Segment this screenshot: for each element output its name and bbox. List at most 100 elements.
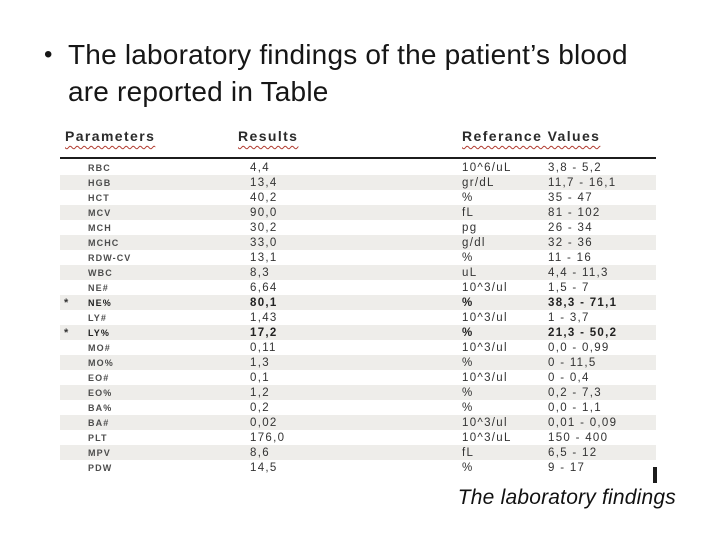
unit-value: fL: [462, 446, 475, 459]
reference-range: 32 - 36: [548, 236, 593, 249]
parameter-name: LY%: [88, 327, 110, 338]
unit-value: %: [462, 191, 474, 204]
result-value: 90,0: [250, 206, 278, 219]
slide-title: • The laboratory findings of the patient…: [44, 36, 684, 110]
parameter-name: NE#: [88, 282, 109, 293]
unit-value: %: [462, 356, 474, 369]
unit-value: 10^6/uL: [462, 161, 512, 174]
result-value: 8,6: [250, 446, 270, 459]
result-value: 33,0: [250, 236, 278, 249]
parameter-name: WBC: [88, 267, 113, 278]
reference-range: 26 - 34: [548, 221, 593, 234]
column-header-parameters: Parameters: [65, 128, 156, 144]
abnormal-flag: *: [64, 326, 69, 339]
parameter-name: PDW: [88, 462, 113, 473]
column-header-results: Results: [238, 128, 299, 144]
title-line-2: are reported in Table: [68, 76, 329, 107]
parameter-name: MPV: [88, 447, 111, 458]
reference-range: 1 - 3,7: [548, 311, 590, 324]
table-row: BA# 0,02 10^3/ul 0,01 - 0,09: [60, 415, 656, 430]
unit-value: %: [462, 386, 474, 399]
parameter-name: NE%: [88, 297, 112, 308]
table-row: PLT 176,0 10^3/uL 150 - 400: [60, 430, 656, 445]
result-value: 8,3: [250, 266, 270, 279]
result-value: 1,2: [250, 386, 270, 399]
table-row: MCV 90,0 fL 81 - 102: [60, 205, 656, 220]
result-value: 13,1: [250, 251, 278, 264]
parameter-name: HCT: [88, 192, 110, 203]
unit-value: %: [462, 461, 474, 474]
result-value: 0,1: [250, 371, 270, 384]
table-row: BA% 0,2 % 0,0 - 1,1: [60, 400, 656, 415]
result-value: 1,3: [250, 356, 270, 369]
unit-value: %: [462, 326, 474, 339]
lab-results-table: Parameters Results Referance Values RBC …: [60, 126, 656, 475]
reference-range: 0 - 0,4: [548, 371, 590, 384]
unit-value: %: [462, 296, 474, 309]
table-row: MO% 1,3 % 0 - 11,5: [60, 355, 656, 370]
reference-range: 0,0 - 0,99: [548, 341, 610, 354]
reference-range: 21,3 - 50,2: [548, 326, 618, 339]
table-row: EO% 1,2 % 0,2 - 7,3: [60, 385, 656, 400]
result-value: 30,2: [250, 221, 278, 234]
table-row: MPV 8,6 fL 6,5 - 12: [60, 445, 656, 460]
bullet-icon: •: [44, 41, 53, 68]
result-value: 6,64: [250, 281, 278, 294]
result-value: 17,2: [250, 326, 278, 339]
table-row: LY# 1,43 10^3/ul 1 - 3,7: [60, 310, 656, 325]
result-value: 0,11: [250, 341, 277, 354]
parameter-name: MCV: [88, 207, 112, 218]
reference-range: 4,4 - 11,3: [548, 266, 609, 279]
parameter-name: EO%: [88, 387, 113, 398]
table-row: RDW-CV 13,1 % 11 - 16: [60, 250, 656, 265]
parameter-name: MCHC: [88, 237, 120, 248]
reference-range: 1,5 - 7: [548, 281, 590, 294]
table-row: * LY% 17,2 % 21,3 - 50,2: [60, 325, 656, 340]
parameter-name: MCH: [88, 222, 112, 233]
slide-title-text: The laboratory findings of the patient’s…: [68, 36, 628, 110]
reference-range: 0,01 - 0,09: [548, 416, 618, 429]
result-value: 0,2: [250, 401, 270, 414]
parameter-name: RDW-CV: [88, 252, 132, 263]
reference-range: 38,3 - 71,1: [548, 296, 618, 309]
unit-value: g/dl: [462, 236, 486, 249]
unit-value: pg: [462, 221, 478, 234]
unit-value: 10^3/ul: [462, 341, 508, 354]
result-value: 40,2: [250, 191, 278, 204]
result-value: 4,4: [250, 161, 270, 174]
result-value: 80,1: [250, 296, 278, 309]
table-row: MCHC 33,0 g/dl 32 - 36: [60, 235, 656, 250]
unit-value: uL: [462, 266, 478, 279]
table-row: * NE% 80,1 % 38,3 - 71,1: [60, 295, 656, 310]
unit-value: 10^3/ul: [462, 416, 508, 429]
unit-value: 10^3/uL: [462, 431, 512, 444]
reference-range: 0 - 11,5: [548, 356, 597, 369]
parameter-name: HGB: [88, 177, 112, 188]
abnormal-flag: *: [64, 296, 69, 309]
reference-range: 35 - 47: [548, 191, 593, 204]
unit-value: %: [462, 401, 474, 414]
unit-value: %: [462, 251, 474, 264]
table-row: PDW 14,5 % 9 - 17: [60, 460, 656, 475]
reference-range: 0,0 - 1,1: [548, 401, 602, 414]
table-header-row: Parameters Results Referance Values: [60, 126, 656, 159]
result-value: 0,02: [250, 416, 278, 429]
text-cursor-mark: [653, 467, 657, 483]
parameter-name: LY#: [88, 312, 107, 323]
title-line-1: The laboratory findings of the patient’s…: [68, 39, 628, 70]
reference-range: 11 - 16: [548, 251, 593, 264]
unit-value: 10^3/ul: [462, 371, 508, 384]
table-body: RBC 4,4 10^6/uL 3,8 - 5,2 HGB 13,4 gr/dL…: [60, 159, 656, 475]
table-row: MCH 30,2 pg 26 - 34: [60, 220, 656, 235]
unit-value: fL: [462, 206, 475, 219]
parameter-name: RBC: [88, 162, 111, 173]
table-row: EO# 0,1 10^3/ul 0 - 0,4: [60, 370, 656, 385]
parameter-name: MO#: [88, 342, 111, 353]
table-row: WBC 8,3 uL 4,4 - 11,3: [60, 265, 656, 280]
reference-range: 11,7 - 16,1: [548, 176, 617, 189]
reference-range: 0,2 - 7,3: [548, 386, 602, 399]
unit-value: gr/dL: [462, 176, 495, 189]
table-row: HGB 13,4 gr/dL 11,7 - 16,1: [60, 175, 656, 190]
table-caption: The laboratory findings: [457, 486, 676, 509]
